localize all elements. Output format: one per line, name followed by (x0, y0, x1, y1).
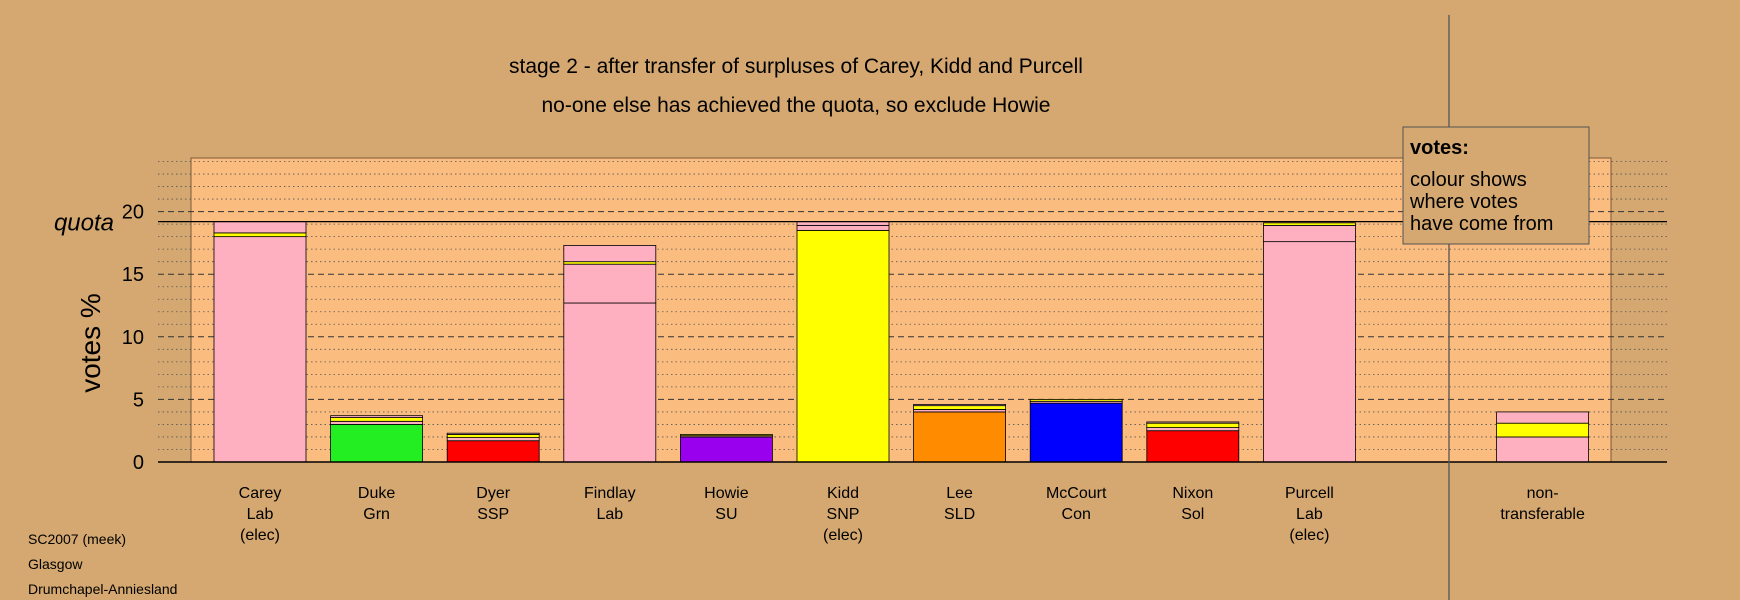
bar-segment (913, 404, 1006, 407)
legend-text: have come from (1410, 213, 1553, 235)
bar-segment (680, 434, 773, 437)
chart-title: stage 2 - after transfer of surpluses of… (509, 55, 1083, 78)
footer-region: Glasgow (28, 556, 83, 572)
x-tick-label: Findlay (584, 485, 636, 502)
x-tick-label: transferable (1500, 506, 1585, 523)
x-tick-label: Lee (946, 485, 973, 502)
bar-segment (1146, 427, 1240, 432)
bar-segment (446, 440, 540, 463)
y-axis-label: votes % (75, 293, 106, 393)
x-tick-label: (elec) (240, 527, 280, 544)
bar-segment (1029, 398, 1123, 402)
quota-label: quota (54, 210, 114, 237)
bar-segment (563, 263, 657, 304)
bar-segment (796, 224, 890, 231)
x-tick-label: Con (1062, 506, 1091, 523)
y-tick-label: 0 (133, 452, 144, 474)
bar-segment (796, 229, 890, 463)
y-tick-label: 10 (122, 327, 144, 349)
bar-segment (1146, 430, 1240, 463)
x-tick-label: Lab (596, 506, 623, 523)
x-tick-label: Sol (1181, 506, 1204, 523)
footer-election: SC2007 (meek) (28, 531, 127, 547)
plot-panel (190, 157, 1612, 463)
y-tick-label: 15 (122, 264, 144, 286)
bar-segment (330, 417, 424, 422)
bar-segment (1496, 436, 1589, 463)
bar-segment (330, 415, 424, 418)
y-tick-label: 20 (122, 202, 144, 224)
x-tick-label: SU (715, 506, 737, 523)
x-tick-label: McCourt (1046, 485, 1107, 502)
bar-segment (1263, 222, 1356, 226)
bar-segment (1263, 241, 1356, 463)
bar-segment (1029, 402, 1123, 463)
x-tick-label: (elec) (823, 527, 863, 544)
bar-segment (1146, 421, 1240, 424)
bar-segment (563, 302, 657, 463)
bar-segment (913, 411, 1006, 463)
legend-title: votes: (1410, 137, 1469, 159)
x-tick-label: Purcell (1285, 485, 1334, 502)
x-tick-label: SNP (827, 506, 860, 523)
x-tick-label: Kidd (827, 485, 859, 502)
x-tick-label: SSP (477, 506, 509, 523)
footer-constituency: Drumchapel-Anniesland (28, 581, 178, 597)
bar-segment (913, 405, 1006, 410)
bar-segment (1263, 224, 1356, 243)
bar-segment (213, 221, 307, 234)
x-tick-label: Dyer (476, 485, 510, 502)
x-tick-label: Lab (1296, 506, 1323, 523)
bar-segment (213, 236, 307, 463)
bar-segment (1496, 411, 1589, 424)
bar-segment (446, 437, 540, 442)
chart-subtitle: no-one else has achieved the quota, so e… (541, 94, 1050, 117)
x-tick-label: Nixon (1172, 485, 1213, 502)
x-tick-label: SLD (944, 506, 975, 523)
legend-text: colour shows (1410, 169, 1527, 191)
x-tick-label: Carey (239, 485, 282, 502)
bar-segment (446, 434, 540, 438)
bar-segment (1146, 422, 1240, 428)
bar-segment (563, 245, 657, 263)
bar-segment (330, 420, 424, 425)
x-tick-label: Howie (704, 485, 749, 502)
legend-box (1402, 126, 1590, 245)
x-tick-label: non- (1527, 485, 1559, 502)
bar-segment (1496, 422, 1589, 438)
y-tick-label: 5 (133, 389, 144, 411)
x-tick-label: Grn (363, 506, 390, 523)
x-tick-label: (elec) (1289, 527, 1329, 544)
bar-segment (330, 424, 424, 463)
x-tick-label: Lab (247, 506, 274, 523)
x-tick-label: Duke (358, 485, 395, 502)
bar-segment (680, 436, 773, 463)
bar-segment (446, 432, 540, 435)
legend-text: where votes (1409, 191, 1518, 213)
bar-segment (213, 232, 307, 238)
